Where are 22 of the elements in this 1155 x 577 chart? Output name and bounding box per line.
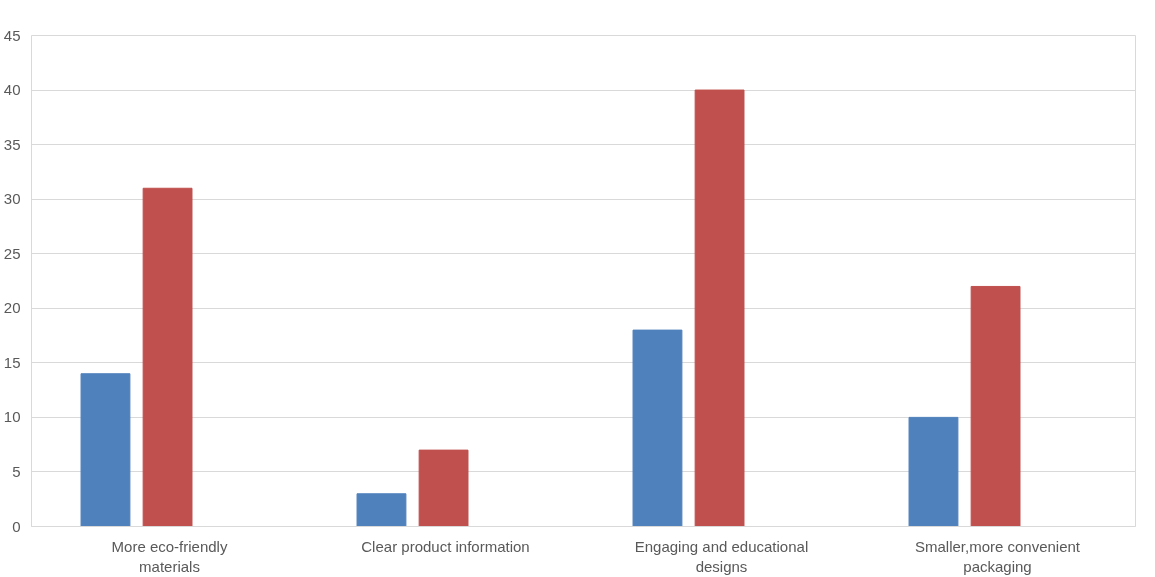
x-tick-label: Smaller,more convenient packaging xyxy=(914,537,1081,575)
y-tick-label: 25 xyxy=(3,244,21,262)
x-tick-label: Engaging and educational designs xyxy=(634,537,809,575)
bar xyxy=(970,285,1021,527)
y-tick-label: 35 xyxy=(3,135,21,153)
y-tick-label: 10 xyxy=(3,408,21,426)
bar xyxy=(694,89,745,527)
y-tick-label: 30 xyxy=(3,190,21,208)
y-tick-label: 15 xyxy=(3,353,21,371)
x-tick-label: More eco-friendly materials xyxy=(111,537,228,575)
bar xyxy=(356,493,407,527)
bar xyxy=(632,329,683,527)
y-tick-label: 0 xyxy=(12,517,21,535)
bar xyxy=(80,373,131,527)
x-tick-label: Clear product information xyxy=(361,537,530,555)
bar xyxy=(142,187,193,527)
y-tick-label: 40 xyxy=(3,81,21,99)
y-tick-label: 20 xyxy=(3,299,21,317)
bar xyxy=(908,416,959,527)
y-tick-label: 5 xyxy=(12,462,21,480)
y-tick-label: 45 xyxy=(3,26,21,44)
bar xyxy=(418,449,469,527)
